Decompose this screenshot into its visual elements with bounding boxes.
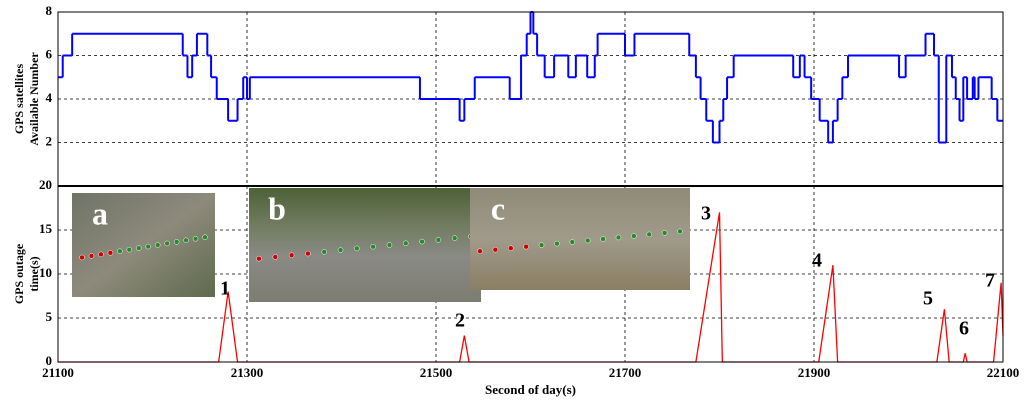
inset-dot [136, 245, 142, 251]
x-tick-label: 21700 [609, 365, 642, 380]
inset-dot [321, 249, 327, 255]
annotation: 5 [923, 288, 933, 310]
inset-dot [370, 243, 376, 250]
inset-dot [661, 230, 668, 236]
inset-dot [554, 240, 560, 247]
inset-dot [600, 236, 606, 242]
y-tick-label: 10 [39, 265, 52, 280]
inset-dot [173, 239, 180, 245]
annotation: 7 [985, 270, 995, 292]
inset-dot [126, 246, 133, 253]
inset-dot [677, 228, 683, 235]
inset-dot [584, 237, 591, 244]
inset-label: c [491, 190, 505, 226]
inset-dot [419, 238, 425, 245]
inset-dot [192, 236, 199, 242]
inset-dot [107, 250, 114, 256]
inset-dot [435, 237, 442, 243]
annotation: 1 [220, 278, 230, 300]
annotation: 3 [701, 203, 711, 225]
inset-dot [403, 240, 409, 247]
inset-dot [631, 233, 637, 239]
inset-label: a [92, 195, 108, 231]
inset-dot [79, 254, 85, 261]
x-tick-label: 21500 [420, 365, 453, 380]
inset-dot [256, 255, 262, 262]
y-axis-label: Available Number [27, 52, 41, 146]
inset-dot [492, 246, 499, 253]
x-tick-label: 21100 [42, 365, 74, 380]
y-tick-label: 8 [46, 3, 53, 18]
axes-frame [57, 11, 1004, 187]
inset-dot [154, 242, 161, 248]
inset-dot [272, 254, 279, 260]
inset-dot [145, 243, 151, 250]
annotation: 4 [812, 250, 822, 272]
inset-dot [386, 242, 393, 248]
y-axis-label: GPS satellites [12, 64, 26, 135]
inset-dot [117, 248, 123, 254]
inset-dot [508, 245, 514, 251]
inset-dot [569, 239, 576, 245]
y-axis-label: time(s) [27, 256, 41, 291]
x-axis-label: Second of day(s) [485, 382, 576, 397]
inset-dot [88, 253, 95, 259]
inset-dot [164, 240, 170, 247]
inset-image [249, 188, 481, 302]
inset-dot [202, 234, 208, 240]
y-tick-label: 4 [46, 90, 53, 105]
annotation: 2 [455, 310, 465, 332]
inset-label: b [268, 190, 286, 226]
y-tick-label: 5 [46, 309, 53, 324]
inset-dot [451, 235, 458, 241]
inset-image [470, 188, 690, 290]
inset-dot [98, 251, 104, 258]
inset-dot [354, 245, 360, 252]
inset-dot [538, 242, 545, 248]
inset-dot [288, 252, 295, 259]
y-tick-label: 2 [46, 133, 53, 148]
inset-dot [183, 237, 189, 244]
annotation: 6 [959, 318, 969, 340]
inset-dot [337, 247, 344, 253]
x-tick-label: 21900 [798, 365, 831, 380]
inset-dot [615, 234, 622, 241]
inset-image [72, 193, 215, 297]
x-tick-label: 22100 [987, 365, 1020, 380]
inset-dot [646, 231, 652, 238]
y-tick-label: 6 [46, 46, 53, 61]
x-tick-label: 21300 [231, 365, 264, 380]
y-tick-label: 0 [46, 353, 53, 368]
inset-dot [523, 243, 529, 250]
y-tick-label: 15 [39, 221, 53, 236]
y-tick-label: 20 [39, 177, 52, 192]
y-axis-label: GPS outage [12, 243, 26, 304]
inset-dot [305, 250, 311, 257]
inset-dot [477, 248, 483, 254]
